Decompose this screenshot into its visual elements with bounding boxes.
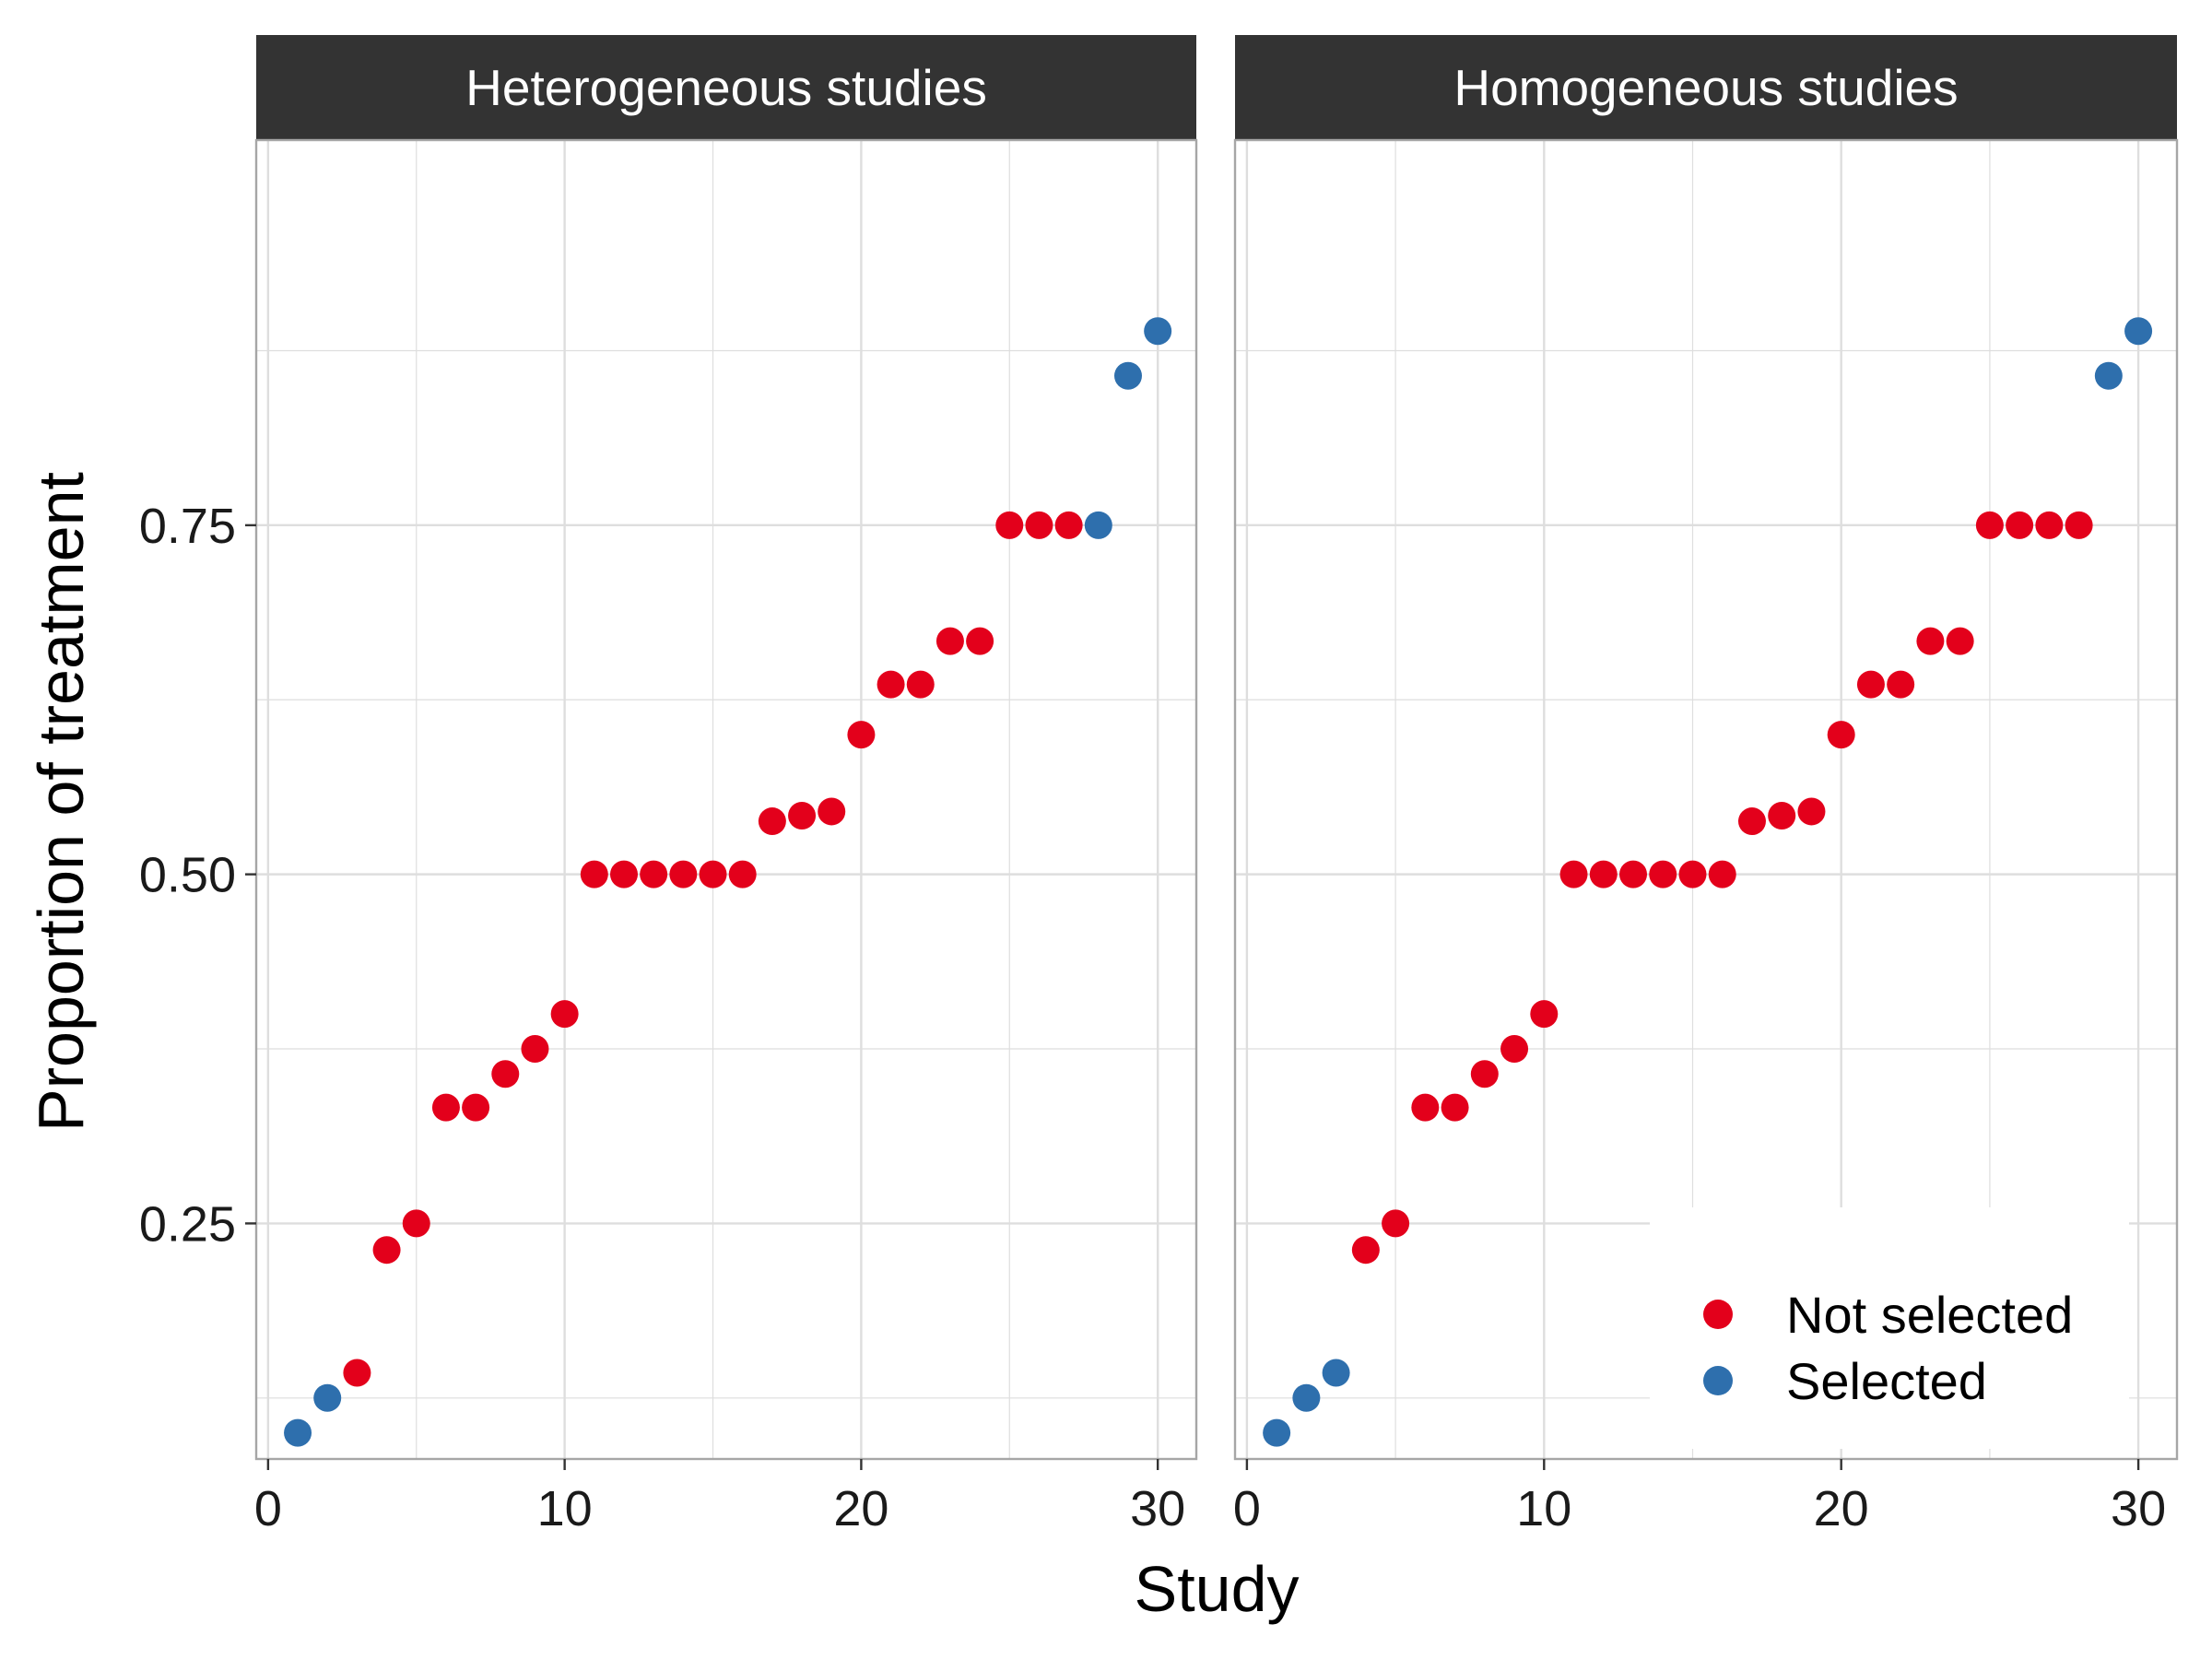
- y-tick-label: 0.50: [139, 848, 236, 903]
- data-point: [1916, 627, 1945, 655]
- data-point: [313, 1383, 342, 1412]
- data-point: [1351, 1236, 1380, 1265]
- data-point: [491, 1060, 520, 1088]
- x-tick-label: 20: [1814, 1481, 1869, 1536]
- panels: Heterogeneous studies 0 10 20 30 0.25 0.50 0.75…: [139, 35, 2179, 1536]
- x-tick-label: 0: [1233, 1481, 1261, 1536]
- data-point: [1530, 1000, 1559, 1029]
- data-point: [818, 797, 846, 826]
- data-point: [1946, 627, 1974, 655]
- data-point: [2124, 317, 2153, 346]
- panel-heterogeneous: Heterogeneous studies 0 10 20 30 0.25 0.50 0.75: [139, 35, 1198, 1536]
- data-point: [580, 860, 608, 888]
- data-point: [1084, 511, 1112, 539]
- data-point: [995, 511, 1024, 539]
- panel-title: Homogeneous studies: [1453, 59, 1958, 116]
- data-point: [1708, 860, 1736, 888]
- data-point: [1827, 721, 1855, 749]
- legend-background: [1650, 1207, 2129, 1449]
- legend-label: Not selected: [1786, 1286, 2073, 1344]
- data-point: [343, 1359, 371, 1387]
- data-point: [1737, 807, 1766, 836]
- legend-label: Selected: [1786, 1352, 1987, 1410]
- legend-key: [1703, 1300, 1733, 1329]
- legend: Not selected Selected: [1703, 1286, 2073, 1410]
- data-point: [640, 860, 668, 888]
- data-point: [1500, 1035, 1529, 1064]
- data-point: [669, 860, 698, 888]
- data-point: [1649, 860, 1677, 888]
- x-tick-label: 10: [537, 1481, 593, 1536]
- data-point: [284, 1418, 312, 1447]
- panel-border: [1233, 138, 2179, 1461]
- data-point: [2065, 511, 2093, 539]
- data-point: [1292, 1383, 1321, 1412]
- data-point: [758, 807, 786, 836]
- data-point: [2035, 511, 2064, 539]
- data-point: [2094, 361, 2123, 390]
- data-point: [372, 1236, 401, 1265]
- data-point: [521, 1035, 549, 1064]
- data-point: [1113, 361, 1142, 390]
- x-tick-label: 10: [1516, 1481, 1571, 1536]
- data-point: [1025, 511, 1053, 539]
- data-point: [609, 860, 638, 888]
- panel-title: Heterogeneous studies: [465, 59, 987, 116]
- data-point: [550, 1000, 579, 1029]
- data-point: [1589, 860, 1618, 888]
- y-axis-title: Proportion of treatment: [25, 472, 97, 1132]
- data-point: [1856, 670, 1885, 699]
- panel-border: [254, 138, 1198, 1461]
- data-point: [1559, 860, 1588, 888]
- data-point: [788, 801, 817, 830]
- data-point: [877, 670, 905, 699]
- panel-strip: [256, 35, 1196, 140]
- data-point: [1975, 511, 2004, 539]
- data-point: [462, 1093, 490, 1122]
- data-point: [1322, 1359, 1350, 1387]
- data-point: [1887, 670, 1915, 699]
- data-point: [1382, 1209, 1410, 1238]
- data-point: [1619, 860, 1648, 888]
- data-point: [1678, 860, 1707, 888]
- data-point: [1768, 801, 1796, 830]
- legend-key: [1703, 1366, 1733, 1395]
- data-point: [1441, 1093, 1469, 1122]
- data-point: [1797, 797, 1826, 826]
- data-point: [431, 1093, 460, 1122]
- x-tick-label: 0: [254, 1481, 282, 1536]
- panel-strip: [1235, 35, 2177, 140]
- data-point: [847, 721, 876, 749]
- x-axis-title: Study: [1135, 1553, 1300, 1625]
- x-tick-label: 30: [1130, 1481, 1185, 1536]
- panel-homogeneous: Homogeneous studies 0 10 20 30: [1233, 35, 2179, 1536]
- data-point: [1054, 511, 1083, 539]
- x-tick-label: 20: [833, 1481, 888, 1536]
- data-point: [906, 670, 935, 699]
- data-point: [402, 1209, 430, 1238]
- data-point: [2006, 511, 2034, 539]
- data-point: [1411, 1093, 1440, 1122]
- x-tick-label: 30: [2111, 1481, 2166, 1536]
- data-point: [699, 860, 727, 888]
- data-point: [935, 627, 964, 655]
- data-point: [1263, 1418, 1291, 1447]
- data-point: [1144, 317, 1172, 346]
- data-point: [1470, 1060, 1499, 1088]
- y-tick-label: 0.25: [139, 1196, 236, 1252]
- data-point: [966, 627, 994, 655]
- y-tick-label: 0.75: [139, 499, 236, 554]
- data-point: [728, 860, 757, 888]
